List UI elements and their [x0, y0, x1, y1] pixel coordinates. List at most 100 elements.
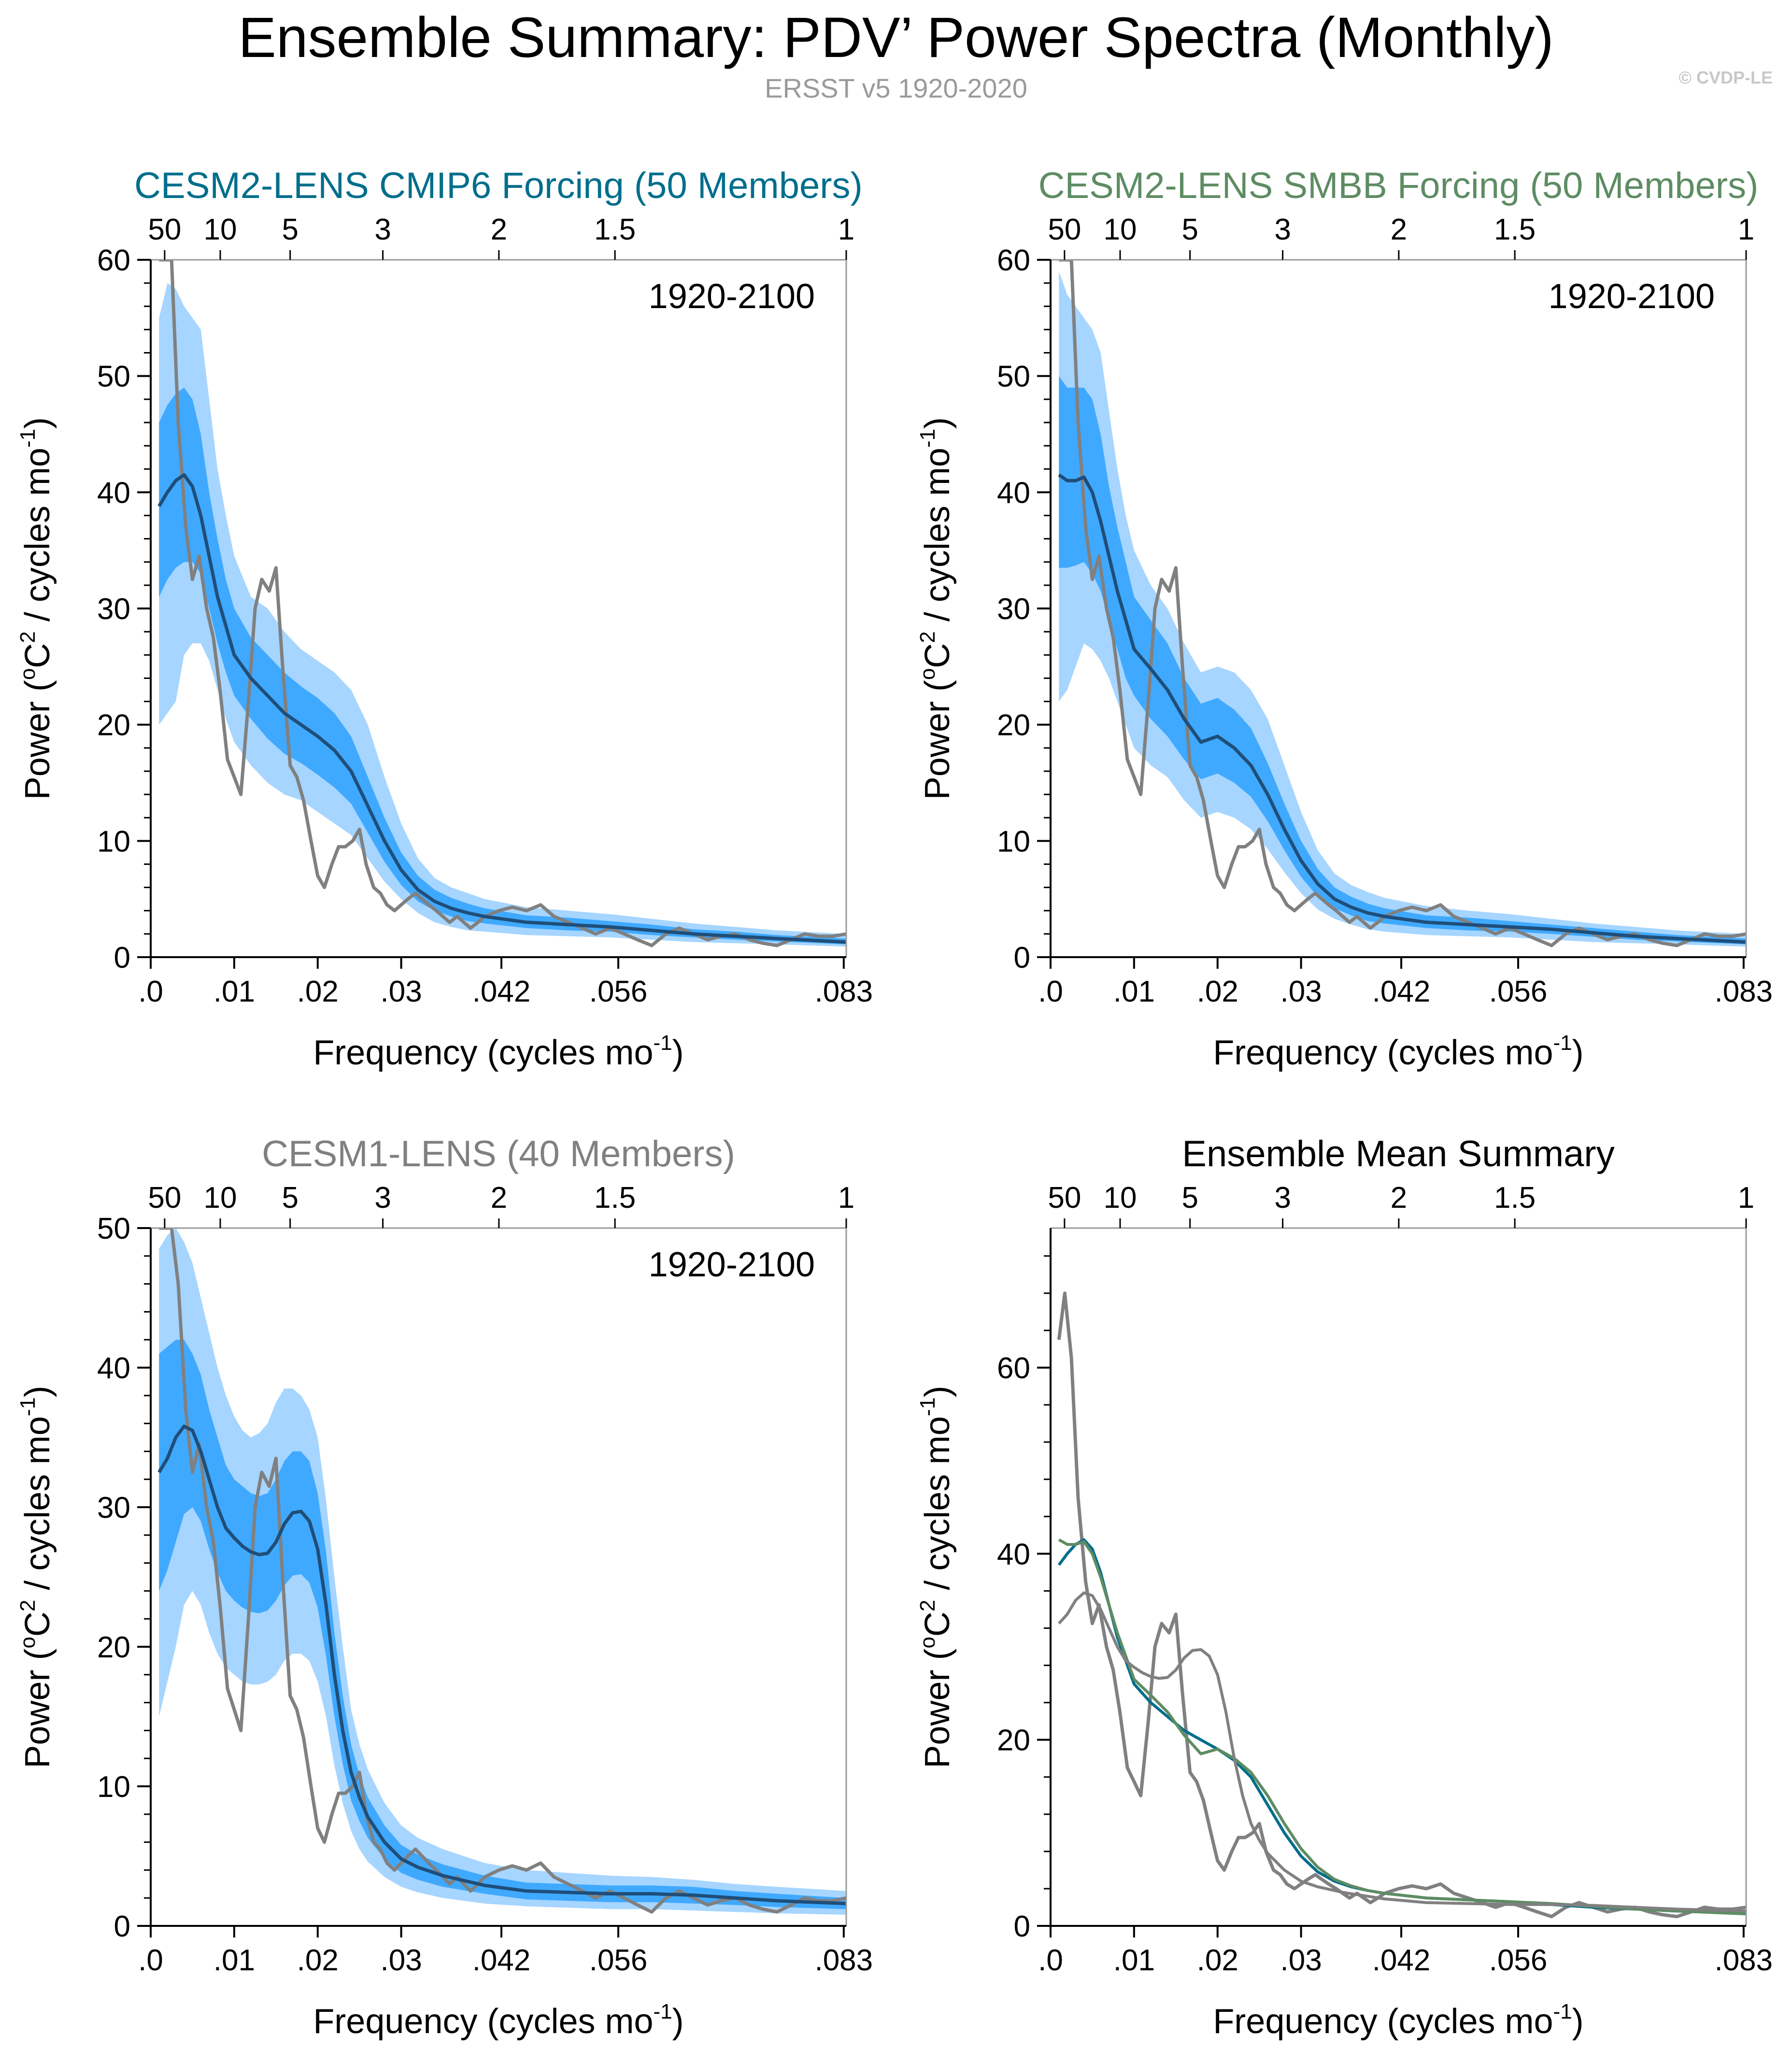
x-tick-label: .056: [589, 1944, 648, 1977]
top-tick-label: 1: [838, 213, 854, 246]
y-axis-label: Power (oC2 / cycles mo-1): [916, 1386, 957, 1768]
observations-line: [159, 260, 846, 947]
top-tick-label: 50: [148, 1181, 181, 1215]
x-tick-label: .01: [213, 975, 255, 1008]
y-tick-label: 60: [97, 244, 130, 277]
summary-mean-line-smbb: [1058, 1538, 1746, 1915]
observations-line: [1059, 260, 1746, 947]
y-tick-label: 50: [997, 360, 1030, 394]
x-tick-label: .02: [297, 975, 339, 1008]
top-tick-label: 1.5: [594, 213, 636, 246]
y-tick-label: 0: [114, 1910, 130, 1943]
band-25-75: [1059, 376, 1746, 945]
band-10-90: [159, 1228, 846, 1915]
top-tick-label: 5: [282, 1181, 298, 1215]
y-tick-label: 20: [97, 709, 130, 742]
x-tick-label: .01: [1113, 975, 1155, 1008]
top-tick-label: 1.5: [1494, 1181, 1536, 1215]
x-tick-label: .056: [1489, 975, 1548, 1008]
x-tick-label: .0: [1038, 1944, 1063, 1977]
y-tick-label: 30: [97, 593, 130, 626]
x-tick-label: .083: [814, 975, 873, 1008]
observations-line: [1057, 1291, 1746, 1919]
x-tick-label: .01: [1113, 1944, 1155, 1977]
x-axis-label: Frequency (cycles mo-1): [313, 1031, 683, 1072]
x-tick-label: .056: [589, 975, 648, 1008]
x-tick-label: .083: [1714, 975, 1773, 1008]
chart-panel-cesm1: 0 10 20 30 40 50 .0 .01 .02 .03 .042 .056 .083 50 10 5 3…: [16, 1133, 873, 2041]
top-tick-label: 50: [1048, 1181, 1081, 1215]
ensemble-mean-line: [157, 473, 846, 944]
chart-panel-smbb: 0 10 20 30 40 50 60 .0 .01 .02 .03 .042 .056 .083 50 10…: [916, 165, 1773, 1072]
x-tick-label: .02: [1197, 975, 1238, 1008]
band-10-90: [1059, 271, 1746, 947]
top-tick-label: 10: [204, 1181, 237, 1215]
observations-line: [159, 1228, 846, 1914]
top-tick-label: 5: [282, 213, 298, 246]
top-tick-label: 3: [374, 213, 391, 246]
band-10-90: [159, 283, 846, 947]
plot-area: [157, 1228, 846, 1915]
x-tick-label: .056: [1489, 1944, 1548, 1977]
y-tick-label: 10: [97, 1770, 130, 1804]
top-tick-label: 2: [491, 213, 507, 246]
y-tick-label: 30: [997, 593, 1030, 626]
band-25-75: [159, 387, 846, 945]
panel-title: CESM1-LENS (40 Members): [262, 1133, 735, 1174]
top-tick-label: 50: [1048, 213, 1081, 246]
y-tick-label: 40: [97, 476, 130, 509]
top-tick-label: 1: [1738, 1181, 1754, 1215]
period-label: 1920-2100: [649, 1245, 815, 1284]
top-tick-label: 5: [1181, 1181, 1198, 1215]
y-tick-label: 60: [997, 244, 1030, 277]
x-tick-label: .083: [1714, 1944, 1773, 1977]
watermark-credit: © CVDP-LE: [1678, 68, 1773, 87]
top-tick-label: 2: [1391, 1181, 1407, 1215]
x-tick-label: .02: [297, 1944, 339, 1977]
x-tick-label: .0: [1038, 975, 1063, 1008]
top-tick-label: 2: [491, 1181, 507, 1215]
ensemble-mean-line: [157, 1424, 846, 1906]
x-tick-label: .03: [1280, 975, 1322, 1008]
x-tick-label: .03: [381, 1944, 422, 1977]
page-subtitle: ERSST v5 1920-2020: [765, 73, 1027, 103]
x-tick-label: .042: [472, 1944, 531, 1977]
top-tick-label: 1.5: [1494, 213, 1536, 246]
y-tick-label: 20: [997, 709, 1030, 742]
top-tick-label: 5: [1181, 213, 1198, 246]
top-tick-label: 50: [148, 213, 181, 246]
y-tick-label: 0: [114, 941, 130, 975]
x-tick-label: .042: [472, 975, 531, 1008]
panel-title: CESM2-LENS SMBB Forcing (50 Members): [1038, 165, 1759, 206]
plot-area: [1057, 1291, 1746, 1919]
x-tick-label: .0: [138, 1944, 163, 1977]
top-tick-label: 10: [1104, 213, 1137, 246]
y-tick-label: 40: [97, 1352, 130, 1385]
x-tick-label: .03: [1280, 1944, 1322, 1977]
x-tick-label: .042: [1372, 1944, 1431, 1977]
period-label: 1920-2100: [1549, 277, 1715, 316]
panel-title: CESM2-LENS CMIP6 Forcing (50 Members): [134, 165, 863, 206]
y-tick-label: 50: [97, 360, 130, 394]
x-tick-label: .083: [814, 1944, 873, 1977]
plot-area: [157, 260, 846, 947]
top-tick-label: 1: [838, 1181, 854, 1215]
top-tick-label: 3: [374, 1181, 391, 1215]
top-tick-label: 3: [1274, 1181, 1291, 1215]
y-axis-label: Power (oC2 / cycles mo-1): [16, 1386, 57, 1768]
ensemble-mean-line: [1058, 473, 1746, 944]
x-tick-label: .02: [1197, 1944, 1238, 1977]
page-title: Ensemble Summary: PDV’ Power Spectra (Mo…: [238, 6, 1554, 70]
y-tick-label: 20: [997, 1724, 1030, 1757]
plot-area: [1058, 260, 1746, 947]
top-tick-label: 1: [1738, 213, 1754, 246]
x-tick-label: .042: [1372, 975, 1431, 1008]
x-tick-label: .01: [213, 1944, 255, 1977]
summary-mean-line-cesm1: [1058, 1591, 1746, 1913]
summary-mean-line-cmip6: [1057, 1538, 1746, 1915]
top-tick-label: 10: [1104, 1181, 1137, 1215]
y-tick-label: 30: [97, 1491, 130, 1525]
x-axis-label: Frequency (cycles mo-1): [1213, 2000, 1583, 2041]
top-tick-label: 2: [1391, 213, 1407, 246]
